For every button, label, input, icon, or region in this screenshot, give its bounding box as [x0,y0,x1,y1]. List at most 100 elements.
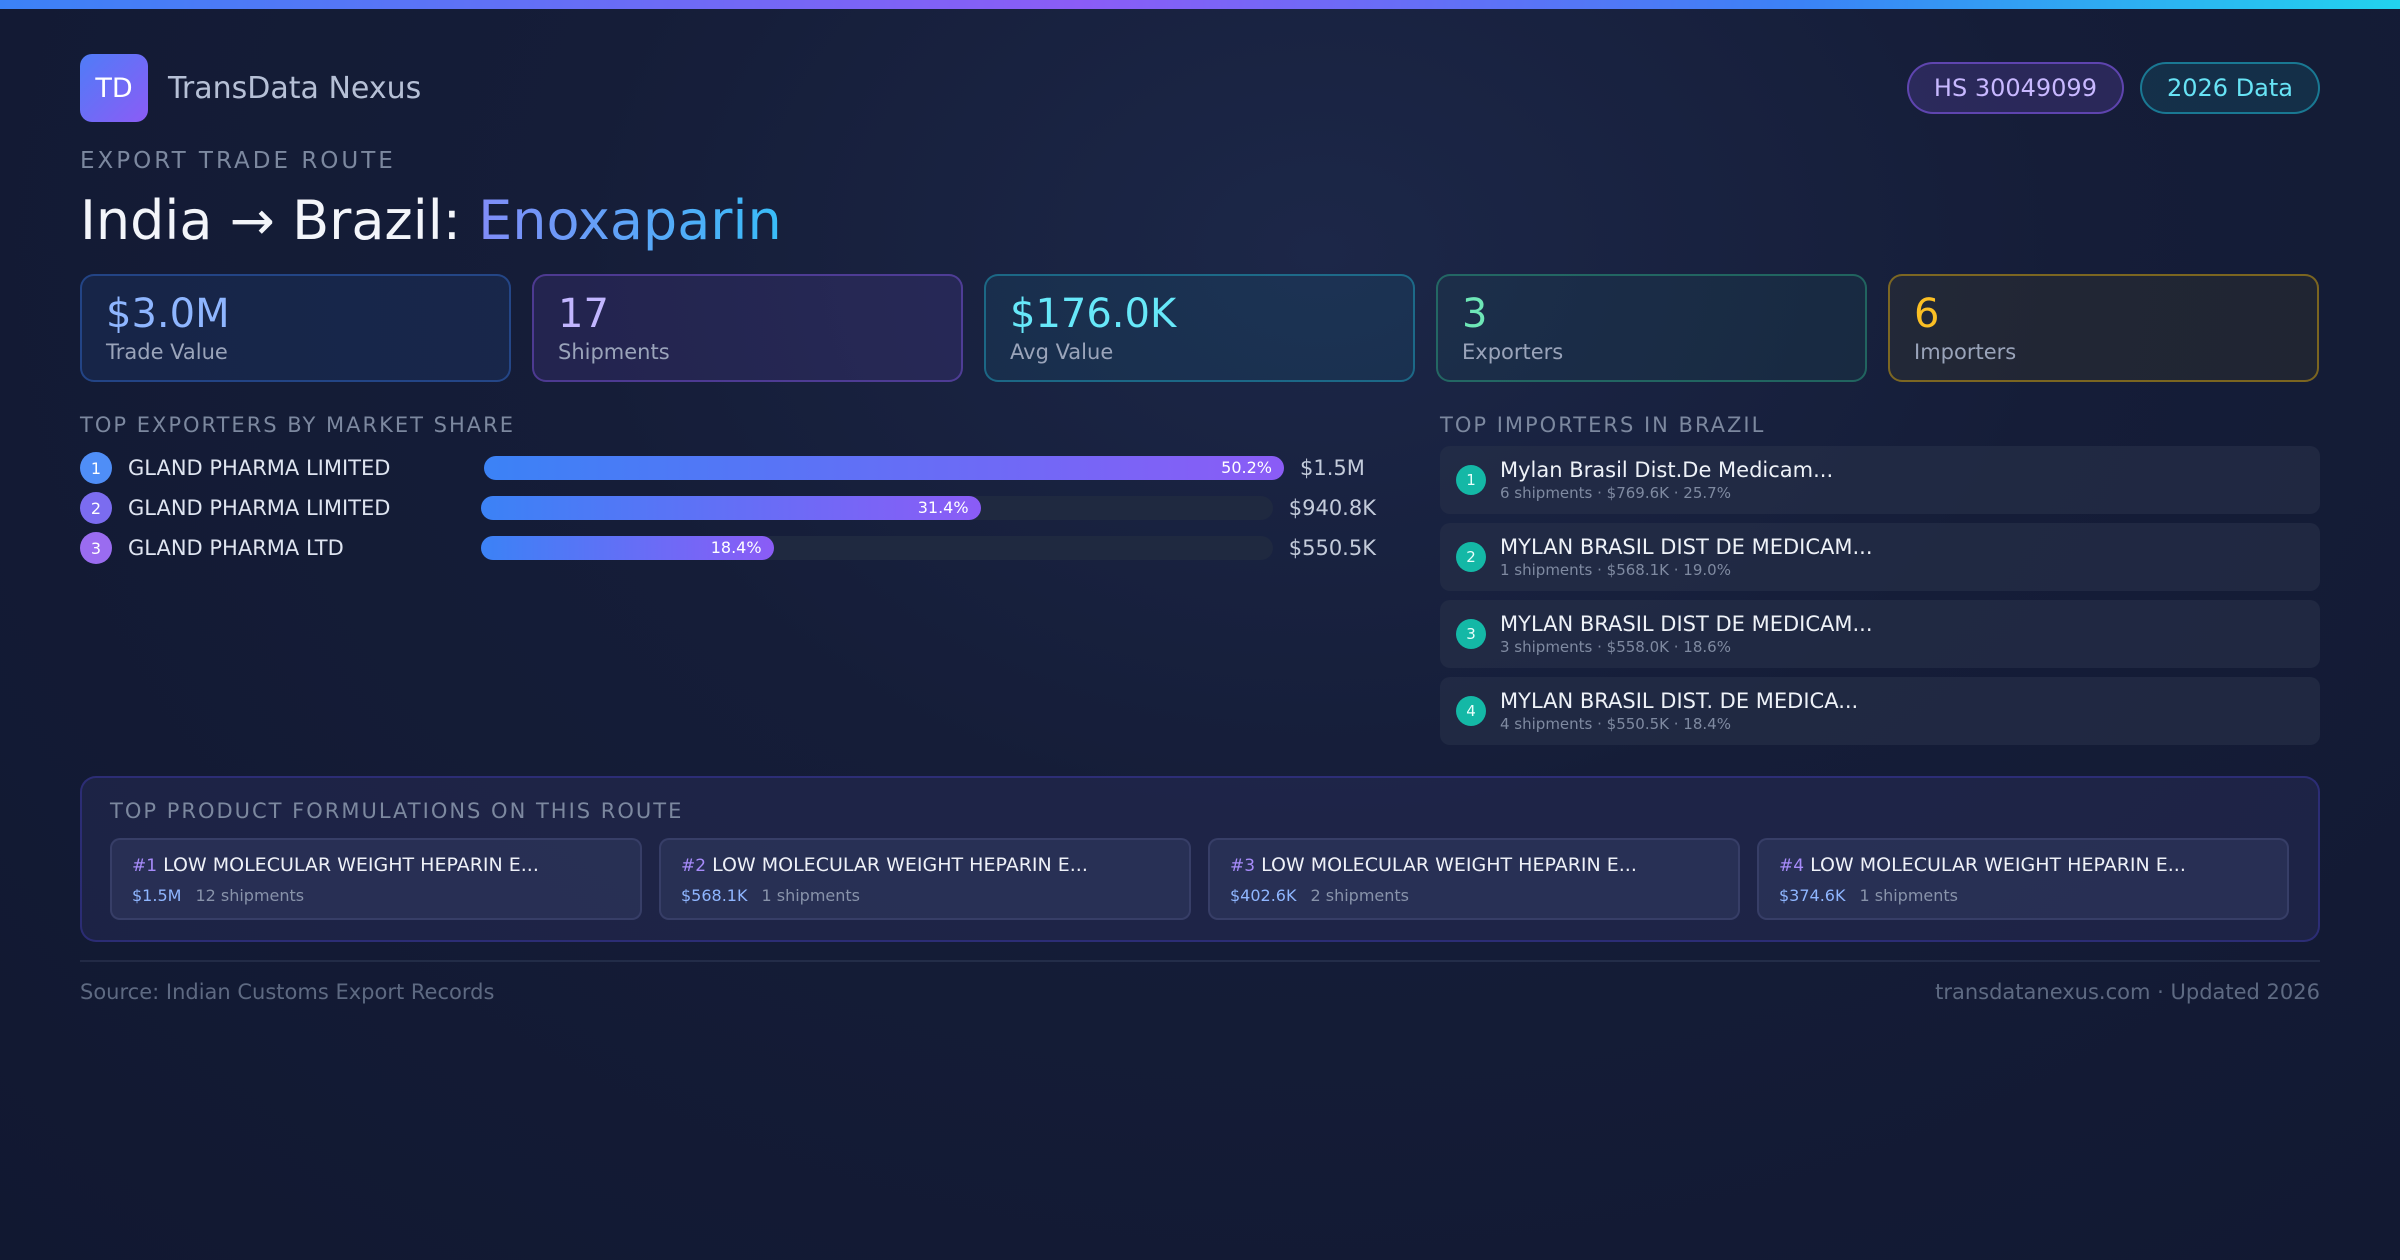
header-badges: HS 30049099 2026 Data [1906,62,2320,114]
rank-badge: 1 [1456,465,1486,495]
importer-card[interactable]: 4 MYLAN BRASIL DIST. DE MEDICA... 4 ship… [1440,677,2320,745]
stats-row: $3.0M Trade Value 17 Shipments $176.0K A… [80,274,2320,382]
rank-badge: 4 [1456,696,1486,726]
importer-name: MYLAN BRASIL DIST DE MEDICAM... [1500,535,1873,559]
exporter-name: GLAND PHARMA LIMITED [128,496,391,520]
hs-code-badge: HS 30049099 [1906,62,2124,114]
formulation-name: LOW MOLECULAR WEIGHT HEPARIN E... [712,854,1088,876]
rank-badge: 2 [1456,542,1486,572]
formulation-value: $568.1K [681,886,748,905]
middle-section: TOP EXPORTERS BY MARKET SHARE 1 GLAND PH… [80,412,2320,754]
importer-card[interactable]: 1 Mylan Brasil Dist.De Medicam... 6 ship… [1440,446,2320,514]
exporter-row[interactable]: 1 GLAND PHARMA LIMITED 50.2% $1.5M [80,448,1376,488]
footer-divider [80,960,2320,962]
header: TD TransData Nexus HS 30049099 2026 Data [80,54,2320,122]
page-container: TD TransData Nexus HS 30049099 2026 Data… [80,54,2320,1004]
formulation-header: #3 LOW MOLECULAR WEIGHT HEPARIN E... [1230,854,1718,876]
formulation-stats: $402.6K 2 shipments [1230,886,1718,905]
footer-site-link[interactable]: transdatanexus.com · Updated 2026 [1935,980,2320,1004]
exporters-list: 1 GLAND PHARMA LIMITED 50.2% $1.5M 2 GLA… [80,448,1376,568]
formulation-name: LOW MOLECULAR WEIGHT HEPARIN E... [163,854,539,876]
exporter-name: GLAND PHARMA LIMITED [128,456,391,480]
formulation-card[interactable]: #4 LOW MOLECULAR WEIGHT HEPARIN E... $374… [1757,838,2289,920]
formulation-header: #1 LOW MOLECULAR WEIGHT HEPARIN E... [132,854,620,876]
importer-text: MYLAN BRASIL DIST DE MEDICAM... 3 shipme… [1500,611,1873,657]
share-bar-track: 50.2% [484,456,1284,480]
share-bar-track: 18.4% [480,536,1273,560]
importer-name: Mylan Brasil Dist.De Medicam... [1500,458,1834,482]
exporters-section: TOP EXPORTERS BY MARKET SHARE 1 GLAND PH… [80,412,1376,754]
stat-value: 17 [558,291,609,337]
share-bar-track: 31.4% [480,496,1273,520]
share-percent: 50.2% [1221,458,1272,477]
formulation-shipments: 1 shipments [1859,886,1959,905]
importer-card[interactable]: 2 MYLAN BRASIL DIST DE MEDICAM... 1 ship… [1440,523,2320,591]
footer-source: Source: Indian Customs Export Records [80,980,495,1004]
stat-value: 3 [1462,291,1488,337]
stat-card-exporters: 3 Exporters [1436,274,1867,382]
importer-meta: 1 shipments · $568.1K · 19.0% [1500,561,1731,579]
stat-value: $3.0M [106,291,230,337]
exporter-name: GLAND PHARMA LTD [128,536,344,560]
formulation-name: LOW MOLECULAR WEIGHT HEPARIN E... [1261,854,1637,876]
footer: Source: Indian Customs Export Records tr… [80,980,2320,1004]
stat-label: Shipments [558,340,670,364]
share-bar-fill [484,456,1284,480]
rank-badge: 3 [1456,619,1486,649]
formulation-rank: #2 [681,856,707,876]
exporter-value: $1.5M [1300,456,1365,480]
formulations-panel: TOP PRODUCT FORMULATIONS ON THIS ROUTE #… [80,776,2320,942]
importer-card[interactable]: 3 MYLAN BRASIL DIST DE MEDICAM... 3 ship… [1440,600,2320,668]
importer-meta: 6 shipments · $769.6K · 25.7% [1500,484,1731,502]
formulation-header: #2 LOW MOLECULAR WEIGHT HEPARIN E... [681,854,1169,876]
page-title: India → Brazil: Enoxaparin [80,184,2320,258]
stat-label: Trade Value [106,340,228,364]
formulation-card[interactable]: #3 LOW MOLECULAR WEIGHT HEPARIN E... $402… [1208,838,1740,920]
importer-text: MYLAN BRASIL DIST DE MEDICAM... 1 shipme… [1500,534,1873,580]
formulation-value: $402.6K [1230,886,1297,905]
exporters-title: TOP EXPORTERS BY MARKET SHARE [80,413,516,437]
formulation-stats: $568.1K 1 shipments [681,886,1169,905]
exporter-row[interactable]: 3 GLAND PHARMA LTD 18.4% $550.5K [80,528,1376,568]
formulation-value: $1.5M [132,886,182,905]
formulations-title: TOP PRODUCT FORMULATIONS ON THIS ROUTE [110,799,684,823]
share-percent: 18.4% [710,538,762,557]
route-product: Enoxaparin [478,189,782,252]
stat-card-shipments: 17 Shipments [532,274,963,382]
stat-label: Exporters [1462,340,1564,364]
importer-text: Mylan Brasil Dist.De Medicam... 6 shipme… [1500,457,1833,503]
formulations-grid: #1 LOW MOLECULAR WEIGHT HEPARIN E... $1.5… [110,838,2290,920]
rank-badge: 3 [80,532,112,564]
importer-meta: 3 shipments · $558.0K · 18.6% [1500,638,1731,656]
route-eyebrow: EXPORT TRADE ROUTE [80,148,396,174]
data-year-badge: 2026 Data [2139,62,2320,114]
stat-value: 6 [1914,291,1940,337]
formulation-shipments: 2 shipments [1310,886,1410,905]
stat-value: $176.0K [1010,291,1177,337]
share-bar-fill [480,536,774,560]
exporter-row[interactable]: 2 GLAND PHARMA LIMITED 31.4% $940.8K [80,488,1376,528]
formulation-shipments: 1 shipments [761,886,861,905]
formulation-header: #4 LOW MOLECULAR WEIGHT HEPARIN E... [1779,854,2267,876]
importers-section: TOP IMPORTERS IN BRAZIL 1 Mylan Brasil D… [1440,412,2320,754]
formulation-card[interactable]: #2 LOW MOLECULAR WEIGHT HEPARIN E... $568… [659,838,1191,920]
top-accent-bar [0,0,2400,9]
formulation-stats: $1.5M 12 shipments [132,886,620,905]
exporter-value: $940.8K [1288,496,1376,520]
rank-badge: 2 [80,492,112,524]
importers-title: TOP IMPORTERS IN BRAZIL [1440,413,1766,437]
formulation-rank: #1 [132,856,158,876]
share-percent: 31.4% [917,498,969,517]
formulation-rank: #4 [1779,856,1805,876]
importer-meta: 4 shipments · $550.5K · 18.4% [1500,715,1731,733]
formulation-card[interactable]: #1 LOW MOLECULAR WEIGHT HEPARIN E... $1.5… [110,838,642,920]
stat-card-trade-value: $3.0M Trade Value [80,274,511,382]
route-title-prefix: India → Brazil: [80,189,461,252]
brand-name: TransData Nexus [168,70,422,106]
importers-list: 1 Mylan Brasil Dist.De Medicam... 6 ship… [1440,446,2320,745]
stat-label: Importers [1914,340,2017,364]
importer-text: MYLAN BRASIL DIST. DE MEDICA... 4 shipme… [1500,688,1858,734]
stat-label: Avg Value [1010,340,1114,364]
formulation-shipments: 12 shipments [195,886,305,905]
brand[interactable]: TD TransData Nexus [80,54,421,122]
